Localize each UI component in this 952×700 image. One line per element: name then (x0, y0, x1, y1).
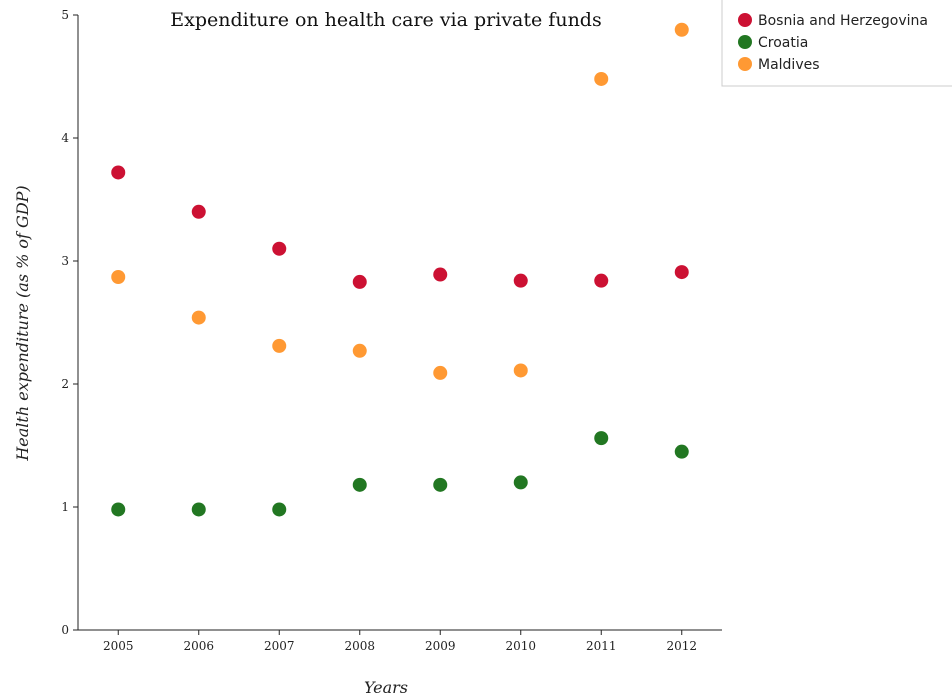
legend: Bosnia and Herzegovina Croatia Maldives (721, 0, 952, 87)
x-tick-label: 2005 (103, 639, 134, 653)
plot-area (111, 22, 689, 517)
legend-box (721, 0, 952, 87)
y-ticks: 0 1 2 3 4 5 (61, 8, 78, 637)
data-point (352, 477, 367, 492)
legend-label: Maldives (758, 57, 820, 73)
data-point (433, 477, 448, 492)
data-point (433, 365, 448, 380)
y-tick-label: 5 (61, 8, 69, 22)
data-point (674, 444, 689, 459)
data-point (272, 241, 287, 256)
legend-label: Croatia (758, 35, 808, 51)
data-point (352, 343, 367, 358)
chart-title: Expenditure on health care via private f… (170, 9, 601, 31)
data-point (674, 22, 689, 37)
legend-marker (738, 35, 752, 49)
x-tick-label: 2007 (264, 639, 295, 653)
data-point (272, 338, 287, 353)
y-tick-label: 3 (61, 254, 69, 268)
data-point (111, 269, 126, 284)
y-axis-label: Health expenditure (as % of GDP) (13, 185, 32, 461)
y-tick-label: 2 (61, 377, 69, 391)
data-point (594, 431, 609, 446)
data-point (191, 204, 206, 219)
data-point (513, 273, 528, 288)
data-point (191, 502, 206, 517)
y-tick-label: 1 (61, 500, 69, 514)
data-point (594, 273, 609, 288)
data-point (111, 165, 126, 180)
x-tick-label: 2011 (586, 639, 617, 653)
data-point (674, 265, 689, 280)
data-point (191, 310, 206, 325)
data-point (513, 363, 528, 378)
x-ticks: 2005 2006 2007 2008 2009 2010 2011 2012 (103, 630, 697, 653)
x-tick-label: 2012 (666, 639, 697, 653)
series-maldives (111, 22, 689, 380)
series-croatia (111, 431, 689, 517)
data-point (111, 502, 126, 517)
x-tick-label: 2008 (344, 639, 375, 653)
y-tick-label: 0 (61, 623, 69, 637)
x-tick-label: 2006 (183, 639, 214, 653)
legend-marker (738, 57, 752, 71)
x-axis-label: Years (364, 678, 408, 697)
data-point (272, 502, 287, 517)
data-point (433, 267, 448, 282)
legend-label: Bosnia and Herzegovina (758, 13, 928, 29)
legend-marker (738, 13, 752, 27)
y-tick-label: 4 (61, 131, 69, 145)
data-point (513, 475, 528, 490)
data-point (352, 274, 367, 289)
x-tick-label: 2009 (425, 639, 456, 653)
x-tick-label: 2010 (505, 639, 536, 653)
data-point (594, 71, 609, 86)
series-bosnia-and-herzegovina (111, 165, 689, 289)
